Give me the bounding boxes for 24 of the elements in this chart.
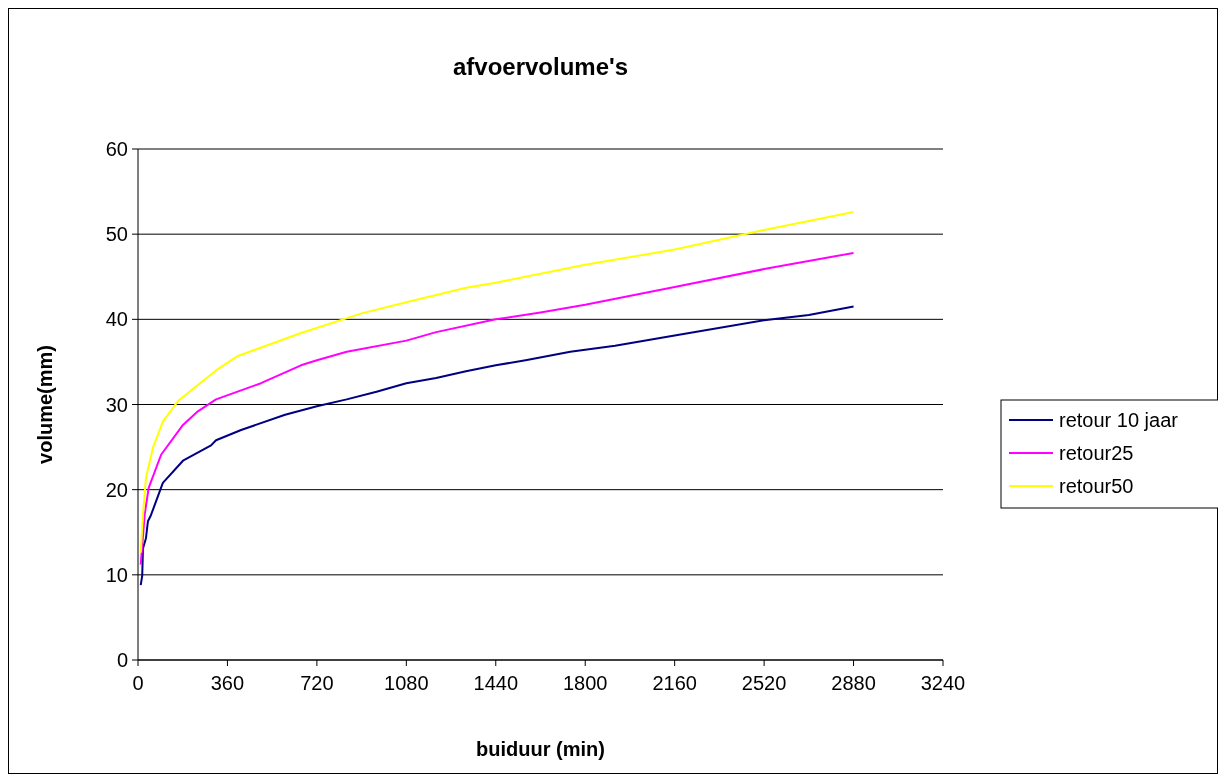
legend-label: retour25 [1059, 442, 1134, 464]
x-tick-label: 1440 [473, 672, 519, 694]
x-tick-label: 360 [210, 672, 245, 694]
x-tick-label: 2160 [652, 672, 697, 694]
y-tick-label: 30 [105, 393, 128, 416]
legend-label: retour50 [1059, 475, 1134, 497]
line-series [139, 305, 855, 587]
y-tick-label: 10 [105, 563, 128, 586]
y-tick-label: 20 [105, 478, 128, 501]
x-tick-label: 1800 [562, 672, 608, 694]
x-axis-title: buiduur (min) [476, 738, 605, 760]
x-tick-label: 0 [132, 672, 144, 694]
y-axis-title: volume(mm) [34, 345, 56, 464]
x-tick-label: 720 [300, 672, 334, 694]
x-tick-label: 2520 [741, 672, 787, 694]
x-tick-label: 2880 [831, 672, 876, 694]
legend-label: retour 10 jaar [1059, 409, 1179, 431]
y-tick-label: 50 [105, 223, 128, 246]
y-tick-label: 60 [105, 138, 128, 160]
x-tick-label: 1080 [384, 672, 429, 694]
y-tick-label: 40 [105, 308, 128, 331]
chart-title: afvoervolume's [452, 53, 629, 80]
x-tick-label: 3240 [920, 672, 966, 694]
y-tick-label: 0 [116, 649, 128, 671]
